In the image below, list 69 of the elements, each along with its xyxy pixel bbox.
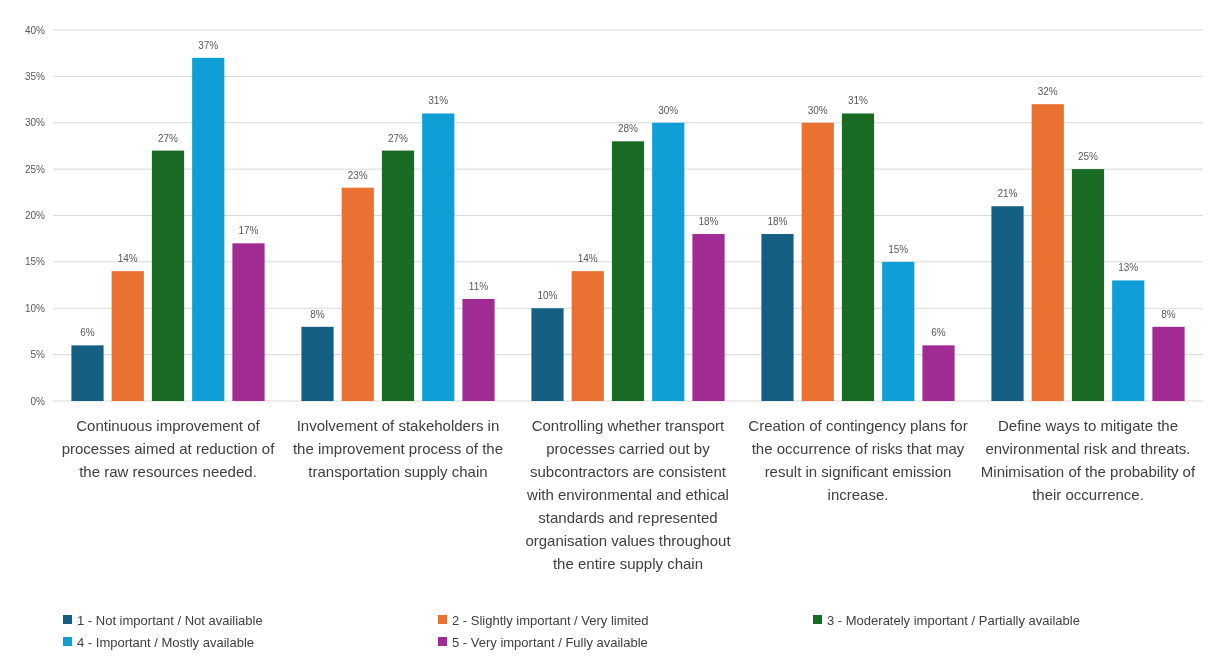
data-label: 8% (310, 308, 325, 320)
y-tick-label: 0% (30, 395, 46, 407)
bar (111, 271, 144, 401)
data-label: 14% (117, 253, 138, 265)
data-label: 17% (238, 225, 259, 237)
data-label: 30% (807, 104, 828, 116)
bar (922, 345, 955, 401)
bar (1031, 104, 1064, 401)
data-label: 23% (347, 169, 368, 181)
bar (381, 150, 415, 401)
bar (462, 298, 495, 401)
legend-label: 1 - Not important / Not availiable (77, 612, 263, 628)
data-label: 15% (888, 243, 909, 255)
data-label: 27% (387, 132, 409, 144)
data-label: 31% (428, 95, 449, 107)
data-label: 31% (847, 95, 869, 107)
bar (652, 122, 685, 401)
bar (422, 113, 455, 401)
legend-label: 3 - Moderately important / Partially available (827, 612, 1080, 628)
x-tick-label: Continuous improvement of processes aimed at reduction of the raw resources needed. (61, 417, 276, 480)
data-label: 32% (1037, 86, 1058, 98)
y-tick-label: 5% (30, 349, 46, 361)
legend-label: 4 - Important / Mostly available (77, 634, 255, 650)
bar (531, 308, 564, 401)
x-tick-label: Define ways to mitigate the environmental risk and threats. Minimisation of the probability of their occurrence. (980, 417, 1196, 503)
bar (232, 243, 265, 401)
bar (571, 271, 604, 401)
bar (341, 187, 374, 401)
data-label: 27% (157, 132, 179, 144)
y-tick-label: 35% (24, 70, 46, 82)
bar (761, 234, 794, 401)
data-label: 28% (617, 123, 639, 135)
bar (192, 57, 225, 401)
data-label: 37% (198, 39, 219, 51)
data-label: 6% (931, 327, 946, 339)
bar (611, 141, 645, 401)
y-tick-label: 25% (24, 163, 46, 175)
x-tick-label: Creation of contingency plans for the occurrence of risks that may result in significant emission increase. (748, 417, 968, 503)
bar (1071, 169, 1105, 401)
bar (1152, 326, 1185, 401)
data-label: 18% (698, 216, 719, 228)
data-label: 8% (1161, 308, 1176, 320)
bar (301, 326, 334, 401)
data-label: 18% (767, 216, 788, 228)
x-tick-label: Involvement of stakeholders in the improvement process of the transportation supply chain (292, 417, 504, 480)
data-label: 21% (997, 188, 1018, 200)
legend-label: 2 - Slightly important / Very limited (452, 612, 649, 628)
data-label: 30% (658, 104, 679, 116)
y-tick-label: 10% (24, 302, 46, 314)
y-tick-label: 20% (24, 210, 46, 221)
bar (71, 345, 104, 401)
bar (841, 113, 875, 401)
data-label: 11% (468, 280, 489, 292)
y-tick-label: 15% (24, 256, 46, 268)
data-label: 10% (537, 290, 558, 302)
y-tick-label: 40% (24, 24, 46, 36)
bar (991, 206, 1024, 401)
bar (882, 261, 915, 401)
legend-label: 5 - Very important / Fully available (452, 634, 648, 650)
data-label: 25% (1077, 151, 1099, 163)
bar (1112, 280, 1145, 401)
bar (801, 122, 834, 401)
data-label: 13% (1118, 262, 1139, 274)
bar (151, 150, 185, 401)
y-tick-label: 30% (24, 117, 46, 129)
data-label: 6% (80, 327, 95, 339)
bar (692, 234, 725, 401)
x-tick-label: Controlling whether transport processes carried out by subcontractors are consistent with environmental and ethical standards and represented organisation values throughout the entire supply chain (525, 417, 732, 572)
data-label: 14% (577, 253, 598, 265)
